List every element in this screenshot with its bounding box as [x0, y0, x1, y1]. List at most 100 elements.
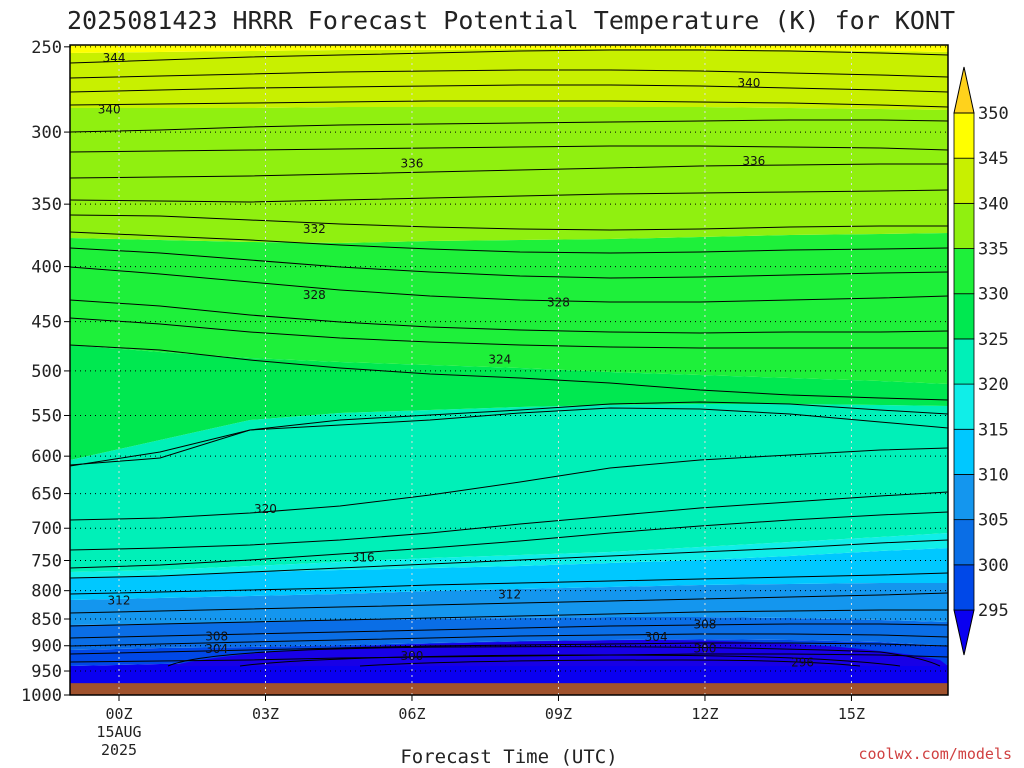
- colorbar-tick-label: 295: [978, 601, 1009, 621]
- colorbar-tick-label: 345: [978, 149, 1009, 169]
- y-tick-label: 600: [31, 447, 62, 467]
- temperature-band: [70, 548, 948, 600]
- y-tick-label: 950: [31, 662, 62, 682]
- contour-label: 308: [694, 617, 717, 631]
- contour-label: 344: [103, 51, 126, 65]
- contour-label: 348: [449, 0, 472, 5]
- x-tick-label: 09Z: [545, 705, 572, 723]
- plot-frame: [69, 44, 949, 696]
- contour-label: 300: [694, 641, 717, 655]
- y-tick-label: 700: [31, 519, 62, 539]
- temperature-band: [70, 533, 948, 578]
- contour-line: [70, 266, 948, 303]
- contour-line: [70, 491, 948, 551]
- x-tick-label: 12Z: [691, 705, 718, 723]
- y-tick-label: 800: [31, 582, 62, 602]
- plot-area: 3523483483443443443403403363363323283283…: [70, 0, 948, 695]
- colorbar-segment: [953, 157, 975, 204]
- y-tick-label: 350: [31, 195, 62, 215]
- colorbar-tick-label: 350: [978, 104, 1009, 124]
- contour-label: 304: [205, 642, 228, 656]
- colorbar-segment: [953, 383, 975, 430]
- contour-line: [70, 100, 948, 108]
- contour-line: [70, 49, 948, 64]
- contour-label: 332: [303, 222, 326, 236]
- contour-line: [70, 407, 948, 466]
- colorbar-segment: [953, 519, 975, 566]
- temperature-band: [70, 233, 948, 384]
- contour-labels: 3523483483443443443403403363363323283283…: [98, 0, 814, 670]
- contour-label: 340: [98, 103, 121, 117]
- contour-line: [70, 84, 948, 93]
- colorbar-segment: [953, 564, 975, 611]
- colorbar: 295 300 305 310 315 320 325 330 335 340 345 350: [953, 66, 1009, 656]
- contour-label: 312: [108, 593, 131, 607]
- contour-line: [70, 344, 948, 401]
- colorbar-tick-label: 330: [978, 285, 1009, 305]
- contour-line: [70, 145, 948, 153]
- x-tick-label: 06Z: [398, 705, 425, 723]
- y-tick-label: 250: [31, 38, 62, 58]
- contour-label: 344: [488, 34, 511, 48]
- y-tick-label: 400: [31, 258, 62, 278]
- colorbar-max-arrow: [953, 66, 975, 114]
- contour-line: [70, 633, 948, 647]
- colorbar-segment: [953, 428, 975, 475]
- temperature-band: [70, 404, 948, 572]
- temperature-band: [70, 345, 948, 460]
- colorbar-tick-label: 340: [978, 194, 1009, 214]
- contour-line: [70, 214, 948, 231]
- contour-label: 312: [498, 588, 521, 602]
- contour-label: 328: [547, 296, 570, 310]
- contour-line: [70, 623, 948, 639]
- contour-label: 324: [488, 353, 511, 367]
- contour-label: 320: [254, 502, 277, 516]
- contour-label: 316: [352, 550, 375, 564]
- contour-line: [70, 511, 948, 569]
- contour-label: 328: [303, 288, 326, 302]
- temperature-band: [70, 49, 948, 110]
- y-axis: 250 300 350 400 450 500 550 600 650 700 750 800 850 9…: [21, 38, 70, 706]
- y-tick-label: 300: [31, 123, 62, 143]
- x-axis-label: Forecast Time (UTC): [400, 746, 617, 768]
- contour-line: [359, 659, 861, 667]
- y-tick-label: 450: [31, 313, 62, 333]
- x-tick-date-label: 2025: [101, 741, 137, 759]
- colorbar-tick-label: 315: [978, 420, 1009, 440]
- contour-line: [70, 609, 948, 627]
- contour-label-bg: [448, 0, 474, 5]
- y-tick-label: 1000: [21, 686, 62, 706]
- y-tick-label: 850: [31, 610, 62, 630]
- y-tick-label: 500: [31, 362, 62, 382]
- chart-title: 2025081423 HRRR Forecast Potential Tempe…: [67, 6, 955, 35]
- colorbar-segment: [953, 293, 975, 340]
- contour-label: 336: [401, 157, 424, 171]
- ground-fill: [70, 683, 948, 695]
- credit-link[interactable]: coolwx.com/models: [858, 745, 1012, 763]
- colorbar-tick-label: 320: [978, 375, 1009, 395]
- colorbar-tick-label: 325: [978, 330, 1009, 350]
- contour-line: [70, 592, 948, 614]
- colorbar-segment: [953, 112, 975, 159]
- contour-line: [70, 231, 948, 254]
- x-tick-date-label: 15AUG: [96, 723, 141, 741]
- contour-line: [70, 317, 948, 349]
- temperature-band: [70, 617, 948, 650]
- y-tick-label: 650: [31, 485, 62, 505]
- color-bands: [70, 45, 948, 695]
- contour-line: [70, 299, 948, 334]
- colorbar-segment: [953, 248, 975, 295]
- y-tick-label: 900: [31, 637, 62, 657]
- contour-line: [70, 189, 948, 203]
- contour-line: [70, 653, 948, 663]
- colorbar-segment: [953, 474, 975, 521]
- contour-line: [70, 119, 948, 133]
- x-tick-label: 00Z: [105, 705, 132, 723]
- ground-layer: [70, 683, 948, 695]
- contour-label: 340: [737, 76, 760, 90]
- contour-line: [239, 654, 901, 667]
- cold-core-band: [170, 640, 948, 666]
- x-tick-label: 03Z: [252, 705, 279, 723]
- y-tick-label: 750: [31, 551, 62, 571]
